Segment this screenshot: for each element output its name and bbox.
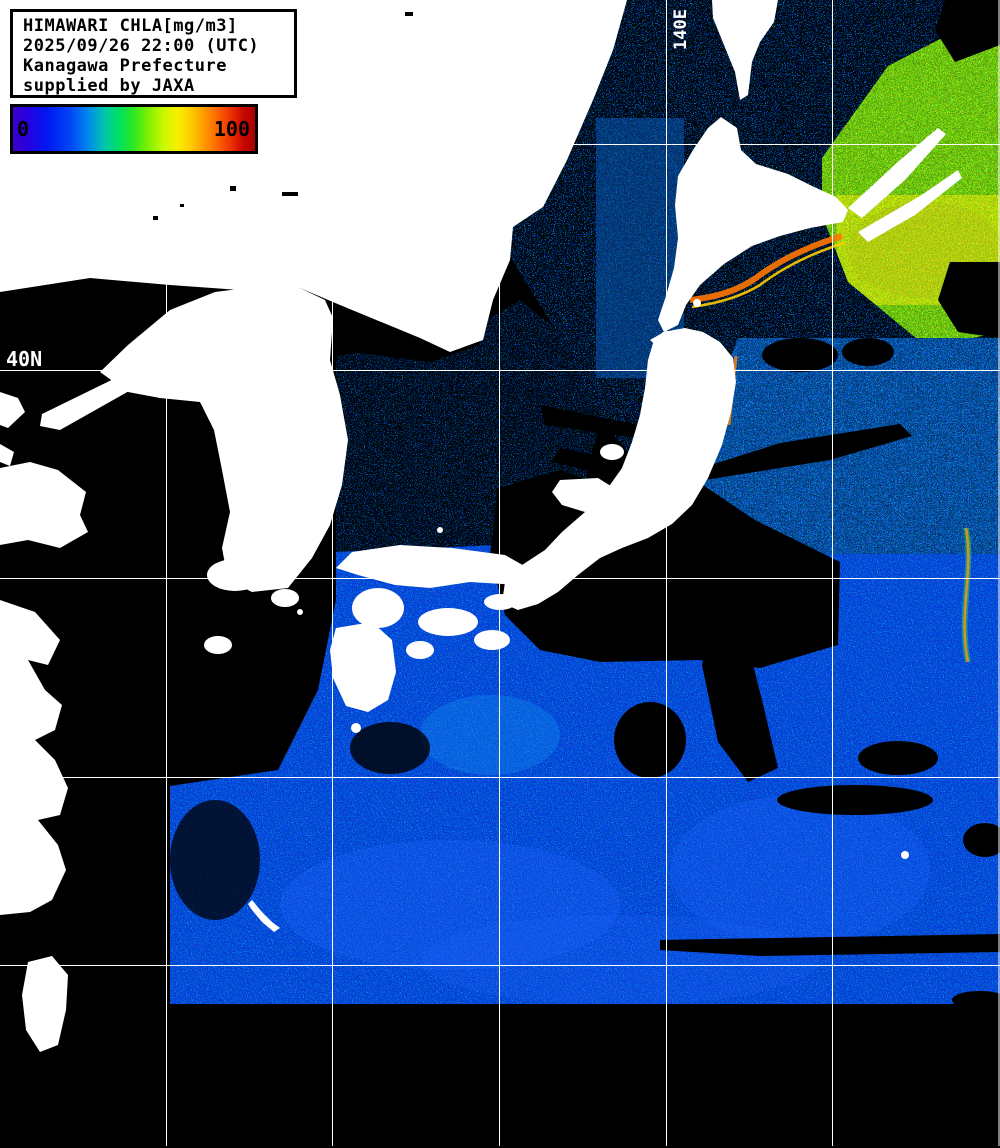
title-box: HIMAWARI CHLA[mg/m3] 2025/09/26 22:00 (U… — [10, 9, 297, 98]
west-japan-clouds — [336, 545, 528, 588]
colorbar-min-label: 0 — [17, 117, 30, 141]
korea-peninsula — [100, 286, 348, 592]
taiwan-island — [22, 956, 68, 1052]
noto-peninsula — [552, 478, 614, 512]
latitude-label-40n: 40N — [6, 347, 42, 371]
cloud-gap-specks — [153, 12, 413, 220]
sakhalin-island — [712, 0, 778, 100]
kyushu-island — [330, 622, 396, 712]
title-line-product: HIMAWARI CHLA[mg/m3] — [23, 16, 238, 36]
colorbar-gradient — [13, 107, 255, 151]
hokkaido-island — [658, 117, 848, 332]
longitude-label-140e: 140E — [671, 9, 691, 50]
colorbar-max-label: 100 — [213, 117, 250, 141]
honshu-island — [502, 328, 736, 610]
china-coast-clouds — [0, 600, 68, 915]
title-line-source: supplied by JAXA — [23, 76, 195, 96]
colorbar: 0 100 — [10, 104, 258, 154]
title-line-datetime: 2025/09/26 22:00 (UTC) — [23, 36, 260, 56]
title-line-region: Kanagawa Prefecture — [23, 56, 227, 76]
